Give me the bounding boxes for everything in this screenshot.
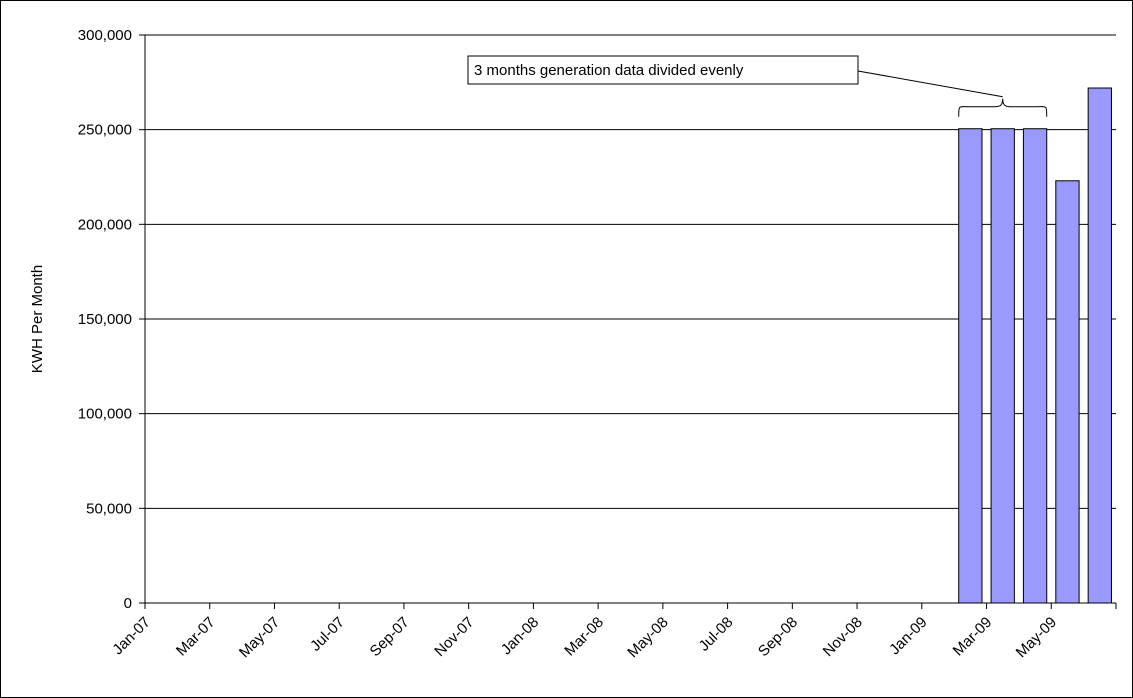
x-tick-labels: Jan-07 Mar-07 May-07 Jul-07 Sep-07 Nov-07 Jan-…: [109, 614, 1060, 661]
axes: [139, 34, 1117, 609]
bar: [1087, 87, 1112, 604]
annotation-box: [467, 55, 859, 85]
x-tick-label: Mar-09: [950, 614, 996, 660]
x-tick-label: Nov-07: [431, 614, 477, 660]
x-tick-label: May-09: [1013, 614, 1060, 661]
y-tick-label: 100,000: [78, 406, 132, 423]
y-tick-label: 50,000: [86, 500, 132, 517]
annotation: 3 months generation data divided evenly: [467, 55, 1048, 117]
bar: [1055, 180, 1080, 604]
x-tick-label: Mar-07: [173, 614, 219, 660]
annotation-text: 3 months generation data divided evenly: [474, 62, 744, 79]
y-tick-label: 0: [124, 595, 132, 612]
x-tick-label: Mar-08: [561, 614, 607, 660]
x-tick-label: Jan-07: [109, 614, 153, 658]
x-tick-label: Nov-08: [820, 614, 866, 660]
y-tick-label: 150,000: [78, 311, 132, 328]
x-tick-label: May-08: [624, 614, 671, 661]
x-tick-label: Jul-07: [307, 614, 348, 655]
y-tick-labels: 0 50,000 100,000 150,000 200,000 250,000 300,0…: [78, 27, 132, 612]
x-tick-label: Sep-08: [755, 614, 801, 660]
bar: [990, 128, 1015, 604]
y-tick-label: 200,000: [78, 216, 132, 233]
annotation-brace: [958, 98, 1048, 117]
x-tick-label: Jan-08: [498, 614, 542, 658]
y-tick-label: 250,000: [78, 122, 132, 139]
y-tick-label: 300,000: [78, 27, 132, 44]
x-tick-label: May-07: [236, 614, 283, 661]
x-tick-label: Jul-08: [696, 614, 737, 655]
bar: [958, 128, 983, 604]
x-tick-label: Jan-09: [886, 614, 930, 658]
bars: [958, 87, 1112, 604]
bar: [1022, 128, 1048, 604]
gridlines: [145, 34, 1116, 509]
annotation-leader-line: [857, 70, 1003, 98]
y-axis-label: KWH Per Month: [29, 265, 46, 373]
x-tick-label: Sep-07: [367, 614, 413, 660]
